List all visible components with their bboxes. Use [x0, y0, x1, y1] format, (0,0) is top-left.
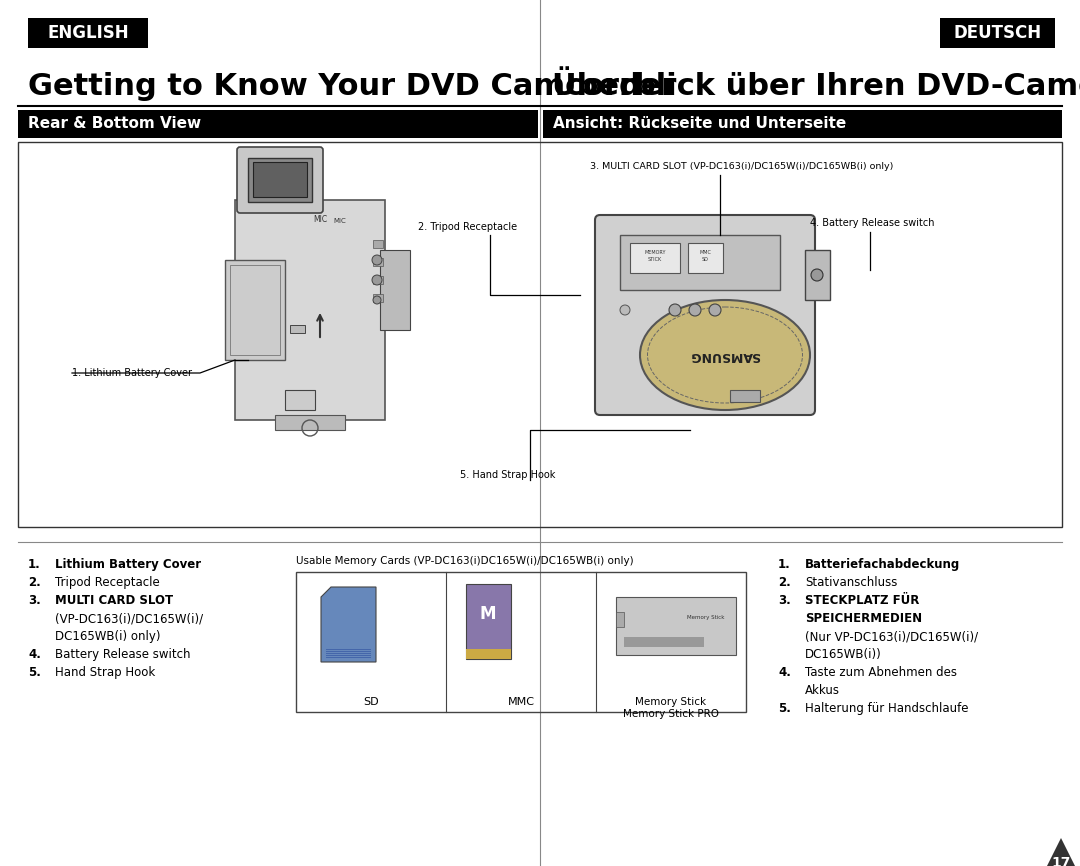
Text: SAMSUNG: SAMSUNG	[690, 348, 760, 361]
Text: 2.: 2.	[778, 576, 791, 589]
Text: Usable Memory Cards (VP-DC163(i)DC165W(i)/DC165WB(i) only): Usable Memory Cards (VP-DC163(i)DC165W(i…	[296, 556, 634, 566]
Ellipse shape	[640, 300, 810, 410]
Text: DC165WB(i) only): DC165WB(i) only)	[55, 630, 161, 643]
Text: MMC: MMC	[508, 697, 535, 707]
Bar	[373, 258, 383, 266]
Bar	[624, 637, 704, 647]
Bar	[296, 572, 746, 712]
Bar	[326, 655, 372, 656]
Bar	[28, 18, 148, 48]
Text: 5.: 5.	[28, 666, 41, 679]
Text: Taste zum Abnehmen des: Taste zum Abnehmen des	[805, 666, 957, 679]
Bar	[616, 597, 735, 655]
Circle shape	[811, 269, 823, 281]
Text: 5.: 5.	[778, 702, 791, 715]
Bar	[940, 18, 1055, 48]
Bar	[373, 276, 383, 284]
Bar	[326, 657, 372, 658]
Bar	[630, 243, 680, 273]
Text: MULTI CARD SLOT: MULTI CARD SLOT	[55, 594, 173, 607]
Text: Akkus: Akkus	[805, 684, 840, 697]
Circle shape	[372, 275, 382, 285]
Text: MIC: MIC	[313, 215, 327, 224]
Bar	[373, 240, 383, 248]
Text: 4.: 4.	[28, 648, 41, 661]
Text: 17: 17	[1051, 856, 1070, 866]
Polygon shape	[1042, 838, 1080, 866]
Text: Überblick über Ihren DVD-Camcorder: Überblick über Ihren DVD-Camcorder	[552, 72, 1080, 101]
Text: STICK: STICK	[648, 257, 662, 262]
Text: (VP-DC163(i)/DC165W(i)/: (VP-DC163(i)/DC165W(i)/	[55, 612, 203, 625]
Text: SD: SD	[363, 697, 379, 707]
Bar	[620, 235, 780, 290]
Bar	[465, 584, 511, 659]
Text: Memory Stick: Memory Stick	[635, 697, 706, 707]
Text: Batteriefachabdeckung: Batteriefachabdeckung	[805, 558, 960, 571]
Bar	[326, 651, 372, 652]
Text: 4.: 4.	[778, 666, 791, 679]
Text: 2.: 2.	[28, 576, 41, 589]
Polygon shape	[321, 587, 376, 662]
Text: 5. Hand Strap Hook: 5. Hand Strap Hook	[460, 470, 555, 480]
Text: 2. Tripod Receptacle: 2. Tripod Receptacle	[418, 222, 517, 232]
Text: Memory Stick PRO: Memory Stick PRO	[623, 709, 719, 719]
Text: 3. MULTI CARD SLOT (VP-DC163(i)/DC165W(i)/DC165WB(i) only): 3. MULTI CARD SLOT (VP-DC163(i)/DC165W(i…	[590, 162, 893, 171]
Bar	[465, 649, 511, 659]
Bar	[18, 142, 1062, 527]
Bar	[373, 294, 383, 302]
FancyBboxPatch shape	[237, 147, 323, 213]
Circle shape	[620, 305, 630, 315]
Bar	[730, 390, 760, 402]
Bar	[291, 325, 305, 333]
Bar	[543, 110, 1062, 138]
Text: SD: SD	[702, 257, 708, 262]
Bar	[253, 162, 307, 197]
Text: Getting to Know Your DVD Camcorder: Getting to Know Your DVD Camcorder	[28, 72, 676, 101]
Text: Memory Stick: Memory Stick	[687, 615, 725, 619]
Text: SPEICHERMEDIEN: SPEICHERMEDIEN	[805, 612, 922, 625]
Text: MMC: MMC	[699, 250, 711, 255]
Bar	[326, 649, 372, 650]
Bar	[285, 390, 315, 410]
Circle shape	[372, 255, 382, 265]
Bar	[380, 250, 410, 330]
Text: 3.: 3.	[28, 594, 41, 607]
Bar	[326, 653, 372, 654]
Bar	[225, 260, 285, 360]
Text: 1.: 1.	[28, 558, 41, 571]
Bar	[805, 250, 831, 300]
Circle shape	[708, 304, 721, 316]
Bar	[18, 110, 538, 138]
Text: ENGLISH: ENGLISH	[48, 24, 129, 42]
Text: Tripod Receptacle: Tripod Receptacle	[55, 576, 160, 589]
Text: STECKPLATZ FÜR: STECKPLATZ FÜR	[805, 594, 919, 607]
Text: Hand Strap Hook: Hand Strap Hook	[55, 666, 156, 679]
Circle shape	[373, 296, 381, 304]
Text: Stativanschluss: Stativanschluss	[805, 576, 897, 589]
Bar	[235, 200, 384, 420]
Text: DC165WB(i)): DC165WB(i))	[805, 648, 881, 661]
Bar	[230, 265, 280, 355]
Text: DEUTSCH: DEUTSCH	[954, 24, 1041, 42]
Bar	[688, 243, 723, 273]
Text: Rear & Bottom View: Rear & Bottom View	[28, 117, 201, 132]
Bar	[616, 612, 624, 627]
Text: MEMORY: MEMORY	[645, 250, 665, 255]
Text: MIC: MIC	[334, 218, 347, 224]
Text: 1. Lithium Battery Cover: 1. Lithium Battery Cover	[72, 368, 192, 378]
FancyBboxPatch shape	[595, 215, 815, 415]
Text: 3.: 3.	[778, 594, 791, 607]
Bar	[248, 158, 312, 202]
Text: 1.: 1.	[778, 558, 791, 571]
Text: Battery Release switch: Battery Release switch	[55, 648, 190, 661]
Text: M: M	[480, 605, 496, 623]
Text: 4. Battery Release switch: 4. Battery Release switch	[810, 218, 934, 228]
Text: Lithium Battery Cover: Lithium Battery Cover	[55, 558, 201, 571]
Bar	[275, 415, 345, 430]
Circle shape	[689, 304, 701, 316]
Text: Halterung für Handschlaufe: Halterung für Handschlaufe	[805, 702, 969, 715]
Text: (Nur VP-DC163(i)/DC165W(i)/: (Nur VP-DC163(i)/DC165W(i)/	[805, 630, 978, 643]
Text: Ansicht: Rückseite und Unterseite: Ansicht: Rückseite und Unterseite	[553, 117, 847, 132]
Circle shape	[669, 304, 681, 316]
